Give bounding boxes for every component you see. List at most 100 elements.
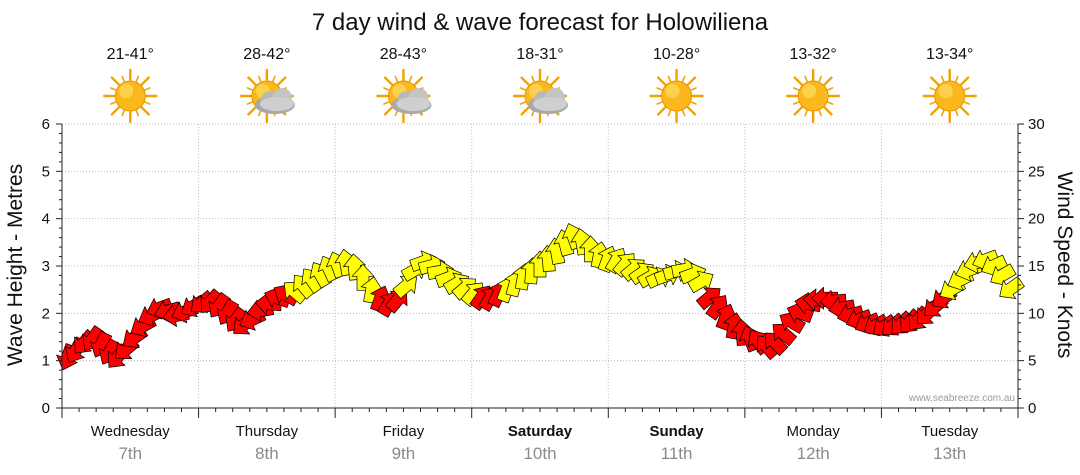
cloud-icon [254,88,295,114]
cloud-icon [528,88,568,114]
sun-icon [922,68,977,124]
sun-ray [110,87,117,91]
left-tick-label: 2 [42,305,50,322]
cloud-icon [391,88,432,114]
sun-ray [793,106,804,116]
sun-ray [959,76,970,86]
cloud-shape [396,97,431,111]
sun-ray [550,76,560,86]
wind-arrows [56,223,1025,371]
sun-ray [135,109,140,117]
left-tick-label: 0 [42,400,50,417]
sun-ray [383,87,390,91]
sun-ray [929,87,936,91]
day-name-label: Saturday [508,423,573,440]
cloud-shape [259,97,294,111]
day-name-label: Thursday [236,423,299,440]
sun-ray [144,101,151,105]
day-date-label: 11th [661,444,693,463]
sun-cloud-icon [512,68,568,124]
sun-ray [823,76,833,86]
sun-ray [792,101,800,105]
axes [56,123,1024,418]
sun-ray [804,75,808,83]
left-tick-label: 5 [42,163,50,180]
wind-arrow [990,263,1017,286]
sun-highlight [938,84,953,98]
sun-ray [144,87,151,91]
sun-ray [519,101,527,105]
right-tick-label: 5 [1028,353,1036,370]
sun-ray [246,101,253,105]
temperature-row: 21-41° 28-42° 28-43° 18-31° 10-28° 13-32° 13-3… [107,46,974,63]
sun-ray [667,109,672,117]
watermark: www.seabreeze.com.au [908,393,1015,404]
day-name-label: Sunday [649,423,704,440]
cloud-shape [533,97,567,111]
day-name-label: Tuesday [921,423,978,440]
sun-ray [258,109,262,117]
right-tick-label: 20 [1028,211,1045,228]
sun-ray [246,87,253,91]
sun-ray [276,76,287,86]
right-axis-title: Wind Speed - Knots [1053,172,1076,359]
sun-ray [110,101,117,105]
sun-ray [690,87,697,91]
sun-ray [940,109,945,117]
day-date-label: 12th [797,444,830,463]
sun-ray [656,106,667,116]
sun-ray [247,76,257,86]
day-date-label: 9th [392,444,416,463]
sun-ray [792,87,800,91]
sun-ray [818,75,822,83]
right-tick-label: 30 [1028,116,1045,133]
sun-ray [963,87,970,91]
right-tick-label: 0 [1028,400,1036,417]
sun-ray [656,76,667,86]
sun-ray [963,101,970,105]
temperature-label: 10-28° [653,46,700,63]
sun-ray [519,87,527,91]
sun-highlight [802,84,817,98]
wind-arrow [687,270,714,294]
right-tick-label: 15 [1028,258,1045,275]
sun-ray [823,106,833,116]
sun-ray [520,76,530,86]
sun-ray [686,76,697,86]
sun-icon [785,68,841,124]
sun-ray [110,106,121,116]
left-tick-label: 1 [42,353,50,370]
sun-ray [804,109,808,117]
sun-ray [930,106,940,116]
sun-ray [667,75,672,83]
sun-ray [272,75,276,83]
sun-ray [110,76,121,86]
temperature-label: 28-43° [380,46,427,63]
right-tick-label: 10 [1028,305,1045,322]
sun-ray [413,76,424,86]
chart-title: 7 day wind & wave forecast for Holowilie… [312,9,769,36]
sun-ray [258,75,262,83]
sun-ray [394,109,399,117]
sun-ray [656,87,663,91]
day-labels: Wednesday 7th Thursday 8th Friday 9th Saturday… [91,423,979,463]
wind-arrow-shape [990,263,1017,286]
sun-ray [383,101,390,105]
sun-ray [955,75,959,83]
sun-ray [690,101,697,105]
sun-ray [656,101,663,105]
sun-ray [545,75,549,83]
sun-ray [793,76,804,86]
sun-ray [520,106,530,116]
right-tick-label: 25 [1028,163,1045,180]
sun-ray [940,75,945,83]
day-name-label: Friday [383,423,425,440]
day-date-label: 13th [933,444,966,463]
left-tick-label: 3 [42,258,50,275]
sun-ray [930,76,940,86]
temperature-label: 21-41° [107,46,154,63]
sun-ray [383,106,394,116]
sun-ray [681,109,686,117]
wind-arrow-shape [687,270,714,294]
